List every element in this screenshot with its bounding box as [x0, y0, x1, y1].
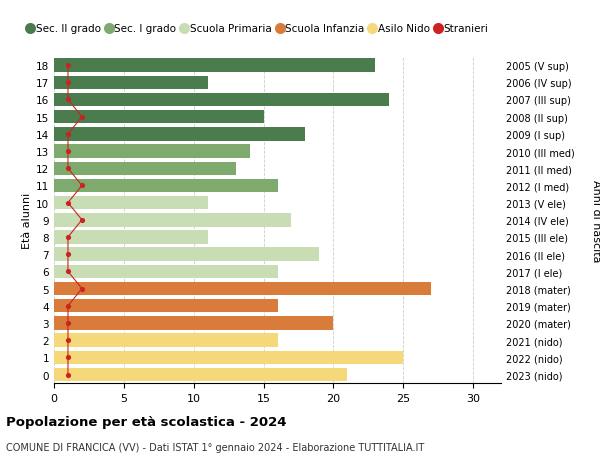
- Bar: [54, 317, 334, 330]
- Bar: [54, 265, 277, 279]
- Legend: Sec. II grado, Sec. I grado, Scuola Primaria, Scuola Infanzia, Asilo Nido, Stran: Sec. II grado, Sec. I grado, Scuola Prim…: [23, 20, 493, 39]
- Bar: [54, 196, 208, 210]
- Point: [63, 131, 73, 138]
- Bar: [54, 179, 277, 193]
- Point: [63, 148, 73, 156]
- Point: [63, 165, 73, 173]
- Bar: [54, 162, 236, 175]
- Bar: [54, 299, 277, 313]
- Bar: [54, 351, 403, 364]
- Point: [77, 285, 87, 292]
- Bar: [54, 145, 250, 158]
- Point: [63, 337, 73, 344]
- Point: [77, 217, 87, 224]
- Point: [63, 371, 73, 378]
- Bar: [54, 334, 277, 347]
- Bar: [54, 248, 319, 261]
- Bar: [54, 213, 292, 227]
- Bar: [54, 128, 305, 141]
- Text: COMUNE DI FRANCICA (VV) - Dati ISTAT 1° gennaio 2024 - Elaborazione TUTTITALIA.I: COMUNE DI FRANCICA (VV) - Dati ISTAT 1° …: [6, 442, 424, 452]
- Bar: [54, 282, 431, 296]
- Y-axis label: Età alunni: Età alunni: [22, 192, 32, 248]
- Point: [77, 114, 87, 121]
- Point: [77, 182, 87, 190]
- Bar: [54, 111, 263, 124]
- Y-axis label: Anni di nascita: Anni di nascita: [591, 179, 600, 262]
- Point: [63, 79, 73, 87]
- Bar: [54, 76, 208, 90]
- Bar: [54, 231, 208, 244]
- Point: [63, 302, 73, 310]
- Point: [63, 268, 73, 275]
- Bar: [54, 59, 375, 73]
- Point: [63, 200, 73, 207]
- Point: [63, 62, 73, 70]
- Point: [63, 319, 73, 327]
- Bar: [54, 368, 347, 381]
- Text: Popolazione per età scolastica - 2024: Popolazione per età scolastica - 2024: [6, 415, 287, 428]
- Point: [63, 96, 73, 104]
- Point: [63, 234, 73, 241]
- Point: [63, 354, 73, 361]
- Bar: [54, 94, 389, 107]
- Point: [63, 251, 73, 258]
